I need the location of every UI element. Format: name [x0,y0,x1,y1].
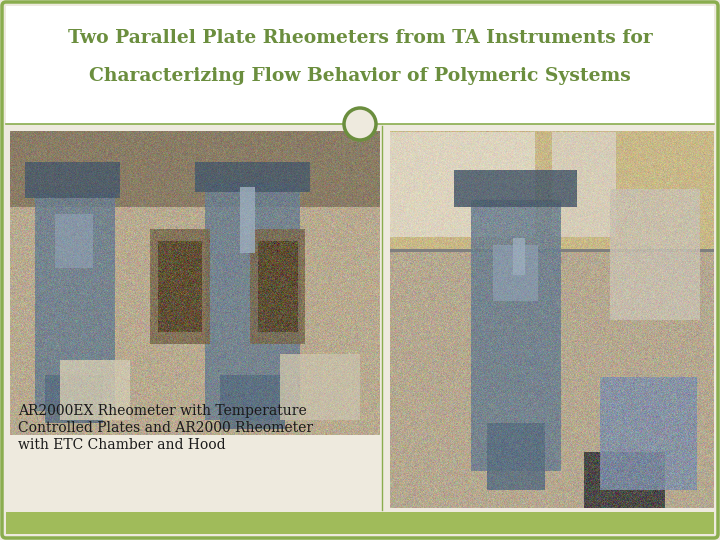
Text: Two Parallel Plate Rheometers from TA Instruments for: Two Parallel Plate Rheometers from TA In… [68,29,652,47]
Bar [6,512,714,534]
Text: with ETC Chamber and Hood: with ETC Chamber and Hood [18,438,225,452]
Text: Characterizing Flow Behavior of Polymeric Systems: Characterizing Flow Behavior of Polymeri… [89,67,631,85]
Text: Controlled Plates and AR2000 Rheometer: Controlled Plates and AR2000 Rheometer [18,421,313,435]
Circle shape [344,108,376,140]
Bar [6,6,714,124]
Text: AR2000EX Rheometer with Temperature: AR2000EX Rheometer with Temperature [18,404,307,418]
